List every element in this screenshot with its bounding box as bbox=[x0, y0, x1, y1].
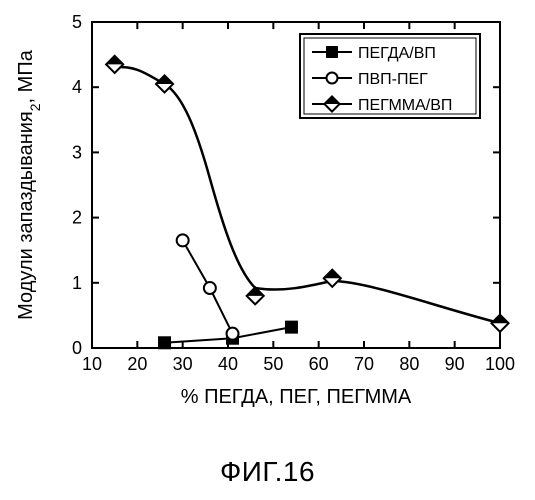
svg-text:2: 2 bbox=[72, 208, 82, 228]
marker-square bbox=[327, 47, 338, 58]
legend-label: ПВП-ПЕГ bbox=[358, 71, 428, 88]
marker-square bbox=[285, 321, 297, 333]
svg-text:30: 30 bbox=[173, 354, 193, 374]
svg-text:90: 90 bbox=[445, 354, 465, 374]
legend: ПЕГДА/ВП ПВП-ПЕГ ПЕГММА/ВП bbox=[300, 34, 480, 118]
svg-text:20: 20 bbox=[127, 354, 147, 374]
marker-circle bbox=[177, 234, 189, 246]
legend-label: ПЕГММА/ВП bbox=[358, 97, 452, 114]
marker-circle bbox=[227, 328, 239, 340]
svg-text:1: 1 bbox=[72, 273, 82, 293]
svg-text:10: 10 bbox=[82, 354, 102, 374]
svg-text:50: 50 bbox=[263, 354, 283, 374]
svg-text:0: 0 bbox=[72, 338, 82, 358]
retardation-modulus-chart: 10 20 30 40 50 60 70 80 90 100 0 1 2 3 4 5 % ПЕГДА, ПЕГ,… bbox=[0, 0, 535, 430]
y-axis-label: Модули запаздывания2, МПа bbox=[15, 49, 43, 320]
svg-text:5: 5 bbox=[72, 12, 82, 32]
svg-text:100: 100 bbox=[485, 354, 515, 374]
svg-text:3: 3 bbox=[72, 142, 82, 162]
marker-square bbox=[159, 337, 171, 349]
svg-text:80: 80 bbox=[399, 354, 419, 374]
legend-label: ПЕГДА/ВП bbox=[358, 45, 436, 62]
series-ПВП-ПЕГ bbox=[177, 234, 239, 339]
svg-text:40: 40 bbox=[218, 354, 238, 374]
marker-circle bbox=[204, 282, 216, 294]
svg-text:4: 4 bbox=[72, 77, 82, 97]
marker-circle bbox=[327, 73, 338, 84]
x-axis-label: % ПЕГДА, ПЕГ, ПЕГММА bbox=[181, 386, 412, 408]
figure-caption: ФИГ.16 bbox=[0, 456, 535, 488]
svg-text:70: 70 bbox=[354, 354, 374, 374]
svg-text:60: 60 bbox=[309, 354, 329, 374]
